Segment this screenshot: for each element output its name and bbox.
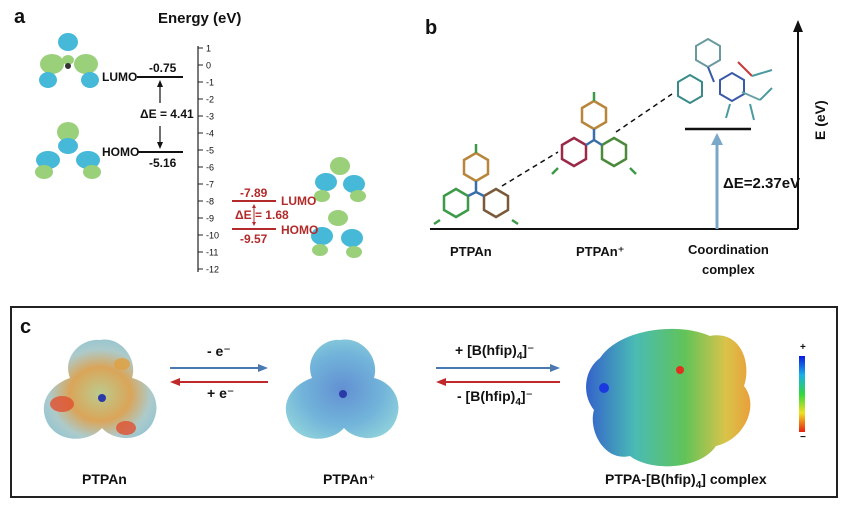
cation-homo-value: -9.57 — [240, 232, 268, 246]
neutral-lumo-orbital — [39, 33, 99, 88]
ptpan-cation-esp-surface — [285, 339, 399, 439]
neutral-lumo-value: -0.75 — [149, 61, 177, 75]
ptpan-molecule — [433, 144, 519, 226]
ptpan-cation-molecule — [551, 92, 637, 175]
cation-lumo-value: -7.89 — [240, 186, 268, 200]
axis-tick-label: -5 — [206, 146, 214, 156]
panel-a-title: Energy (eV) — [158, 10, 242, 27]
oxidation-label: - e⁻ — [207, 343, 231, 359]
anion-addition-sub: 4 — [516, 350, 523, 362]
name-complex-text: PTPA-[B(hfip) — [605, 471, 696, 487]
anion-addition-sup: ]⁻ — [522, 342, 535, 358]
axis-tick-label: 1 — [206, 44, 211, 54]
coordination-complex-molecule — [677, 37, 773, 121]
cation-lumo-label: LUMO — [281, 194, 317, 208]
axis-tick-label: -10 — [206, 231, 219, 241]
panel-b-y-axis-label: E (eV) — [812, 100, 828, 140]
name-ptpan-cation: PTPAn⁺ — [323, 471, 376, 487]
axis-tick-label: -2 — [206, 95, 214, 105]
cation-homo-label: HOMO — [281, 223, 319, 237]
neutral-homo-label: HOMO — [102, 145, 140, 159]
dashed-connector-1 — [501, 151, 559, 187]
name-complex: PTPA-[B(hfip)4] complex — [605, 471, 767, 491]
anion-addition-text: + [B(hfip) — [455, 342, 517, 358]
species-complex: complex — [702, 262, 755, 277]
panel-a-label: a — [14, 6, 26, 28]
name-ptpan: PTPAn — [82, 471, 127, 487]
species-ptpan-cation: PTPAn⁺ — [576, 244, 625, 259]
cation-lumo-orbital — [314, 157, 366, 202]
panel-c-diagram — [43, 328, 805, 467]
panel-a-diagram: 1 0 -1 -2 -3 -4 -5 -6 -7 -8 -9 -10 -11 -12 — [35, 33, 366, 275]
name-complex-suffix: ] complex — [701, 471, 767, 487]
axis-tick-label: 0 — [206, 61, 211, 71]
panel-b-gap-label: ΔE=2.37eV — [723, 175, 801, 192]
anion-removal-sup: ]⁻ — [520, 388, 533, 404]
ptpan-esp-surface — [43, 339, 157, 439]
panel-c-frame — [10, 306, 838, 498]
axis-tick-label: -3 — [206, 112, 214, 122]
anion-removal-sub: 4 — [515, 396, 521, 408]
anion-removal-label: - [B(hfip)4]⁻ — [457, 388, 533, 408]
reduction-label: + e⁻ — [207, 385, 235, 401]
neutral-homo-orbital — [35, 122, 101, 179]
axis-tick-label: -6 — [206, 163, 214, 173]
axis-tick-label: -4 — [206, 129, 214, 139]
panel-b-diagram — [430, 20, 803, 230]
axis-tick-label: -12 — [206, 265, 219, 275]
cation-gap-label: ΔE = 1.68 — [235, 208, 289, 222]
axis-tick-label: -1 — [206, 78, 214, 88]
anion-addition-label: + [B(hfip)4]⁻ — [455, 342, 534, 362]
dashed-connector-2 — [615, 93, 673, 133]
axis-tick-label: -7 — [206, 180, 214, 190]
anion-removal-text: - [B(hfip) — [457, 388, 516, 404]
neutral-homo-value: -5.16 — [149, 156, 177, 170]
axis-tick-label: -9 — [206, 214, 214, 224]
neutral-gap-label: ΔE = 4.41 — [140, 107, 194, 121]
axis-tick-label: -8 — [206, 197, 214, 207]
panel-b-label: b — [425, 17, 438, 39]
species-coordination: Coordination — [688, 242, 769, 257]
panel-b-y-axis-arrowhead — [793, 20, 803, 32]
name-complex-sub: 4 — [695, 479, 702, 491]
neutral-lumo-label: LUMO — [102, 70, 138, 84]
panel-c-label: c — [20, 316, 32, 338]
colorbar-plus: + — [800, 342, 806, 353]
complex-esp-surface — [586, 328, 751, 467]
colorbar-minus: − — [800, 432, 806, 443]
esp-colorbar — [799, 356, 805, 432]
cation-homo-orbital — [311, 210, 363, 258]
species-ptpan: PTPAn — [450, 244, 492, 259]
energy-axis-ticks: 1 0 -1 -2 -3 -4 -5 -6 -7 -8 -9 -10 -11 -12 — [198, 44, 219, 275]
axis-tick-label: -11 — [206, 248, 218, 258]
